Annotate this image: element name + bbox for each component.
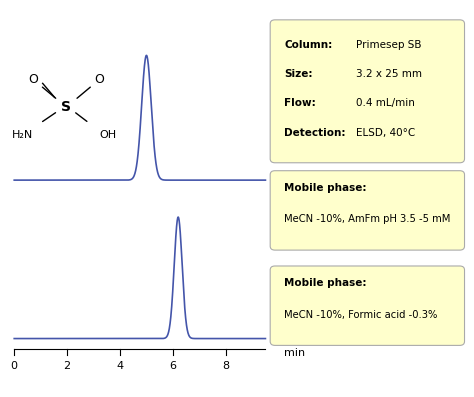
Text: Size:: Size: — [284, 69, 313, 79]
Text: 4: 4 — [117, 361, 124, 371]
Text: S: S — [61, 100, 72, 114]
Text: O: O — [95, 73, 104, 86]
Text: 0: 0 — [11, 361, 18, 371]
Text: O: O — [28, 73, 38, 86]
Text: Detection:: Detection: — [284, 128, 346, 138]
Text: Primesep SB: Primesep SB — [356, 40, 421, 50]
FancyBboxPatch shape — [270, 171, 465, 250]
Text: Mobile phase:: Mobile phase: — [284, 183, 367, 193]
Text: min: min — [284, 348, 306, 358]
Text: OH: OH — [100, 130, 117, 140]
Text: MeCN -10%, AmFm pH 3.5 -5 mM: MeCN -10%, AmFm pH 3.5 -5 mM — [284, 214, 451, 224]
Text: H₂N: H₂N — [12, 130, 33, 140]
Text: 6: 6 — [169, 361, 176, 371]
Text: 2: 2 — [64, 361, 71, 371]
Text: MeCN -10%, Formic acid -0.3%: MeCN -10%, Formic acid -0.3% — [284, 310, 438, 320]
FancyBboxPatch shape — [270, 20, 465, 163]
Text: Mobile phase:: Mobile phase: — [284, 278, 367, 288]
Text: Column:: Column: — [284, 40, 333, 50]
Text: 8: 8 — [222, 361, 229, 371]
Text: Flow:: Flow: — [284, 98, 316, 108]
Text: 3.2 x 25 mm: 3.2 x 25 mm — [356, 69, 421, 79]
Text: ELSD, 40°C: ELSD, 40°C — [356, 128, 415, 138]
FancyBboxPatch shape — [270, 266, 465, 345]
Text: 0.4 mL/min: 0.4 mL/min — [356, 98, 414, 108]
